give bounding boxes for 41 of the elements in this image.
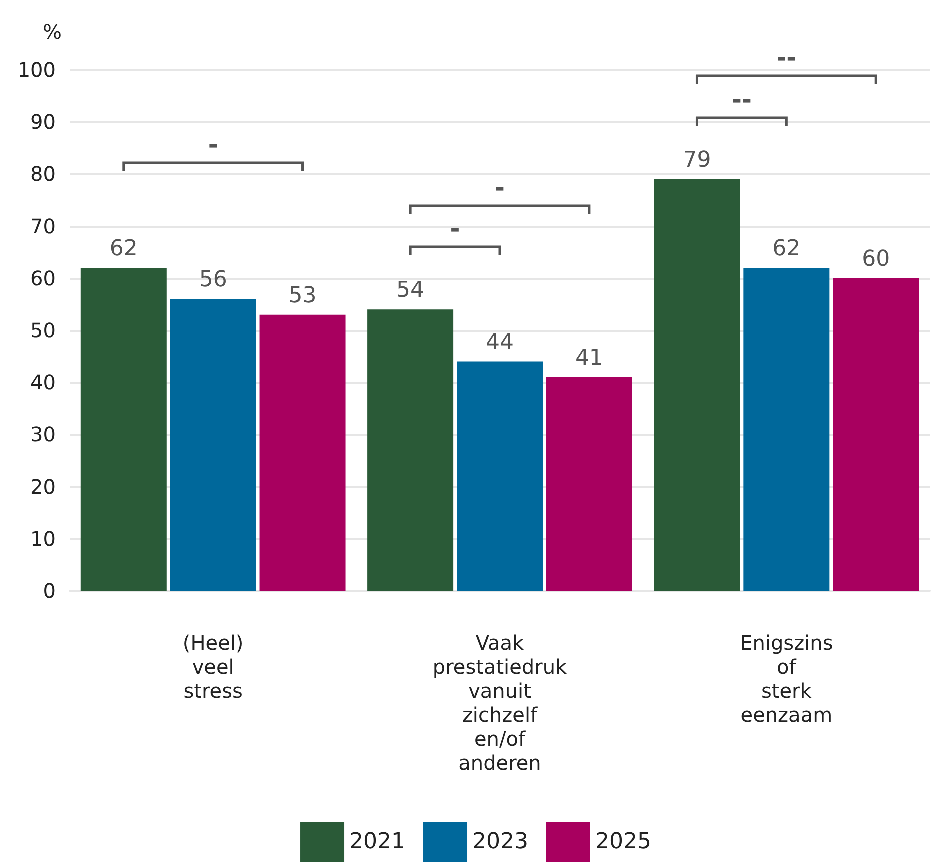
legend-label: 2023	[472, 830, 529, 854]
x-tick-label: Enigszins of sterk eenzaam	[740, 631, 834, 727]
data-label: 79	[683, 148, 712, 173]
data-label: 62	[110, 236, 138, 262]
data-label: 53	[288, 283, 317, 308]
y-tick-label: 70	[30, 214, 56, 238]
y-axis-title: %	[42, 20, 62, 44]
y-tick-label: 80	[30, 162, 56, 186]
annotation: -	[208, 131, 218, 159]
annotation: -	[450, 215, 460, 243]
annotation: --	[732, 86, 752, 114]
x-tick-label: Vaak prestatiedruk vanuit zichzelf en/of anderen	[432, 631, 568, 775]
bar	[260, 314, 346, 591]
bar	[744, 268, 830, 591]
y-tick-label: 20	[30, 474, 56, 499]
legend-label: 2025	[595, 830, 652, 854]
data-label: 62	[772, 236, 801, 262]
data-label: 44	[486, 330, 514, 356]
bar	[368, 310, 454, 591]
x-tick-label: (Heel) veel stress	[182, 631, 244, 703]
bar	[654, 179, 740, 591]
y-tick-label: 50	[30, 318, 56, 342]
y-tick-label: 100	[18, 58, 56, 82]
data-label: 54	[396, 278, 425, 304]
bar	[546, 377, 632, 591]
y-tick-label: 90	[30, 110, 56, 134]
data-label: 60	[862, 246, 890, 272]
annotation: --	[776, 44, 797, 72]
bar	[457, 362, 543, 591]
y-tick-label: 60	[30, 266, 56, 290]
y-tick-label: 10	[30, 526, 56, 551]
legend-label: 2021	[350, 830, 406, 854]
bar	[170, 299, 256, 591]
y-tick-label: 40	[30, 370, 56, 395]
y-tick-label: 0	[43, 579, 56, 603]
data-label: 41	[575, 346, 604, 371]
data-label: 56	[199, 268, 228, 293]
annotation: -	[495, 174, 505, 202]
bar	[80, 268, 167, 591]
y-tick-label: 30	[30, 422, 56, 447]
bar	[833, 278, 920, 591]
